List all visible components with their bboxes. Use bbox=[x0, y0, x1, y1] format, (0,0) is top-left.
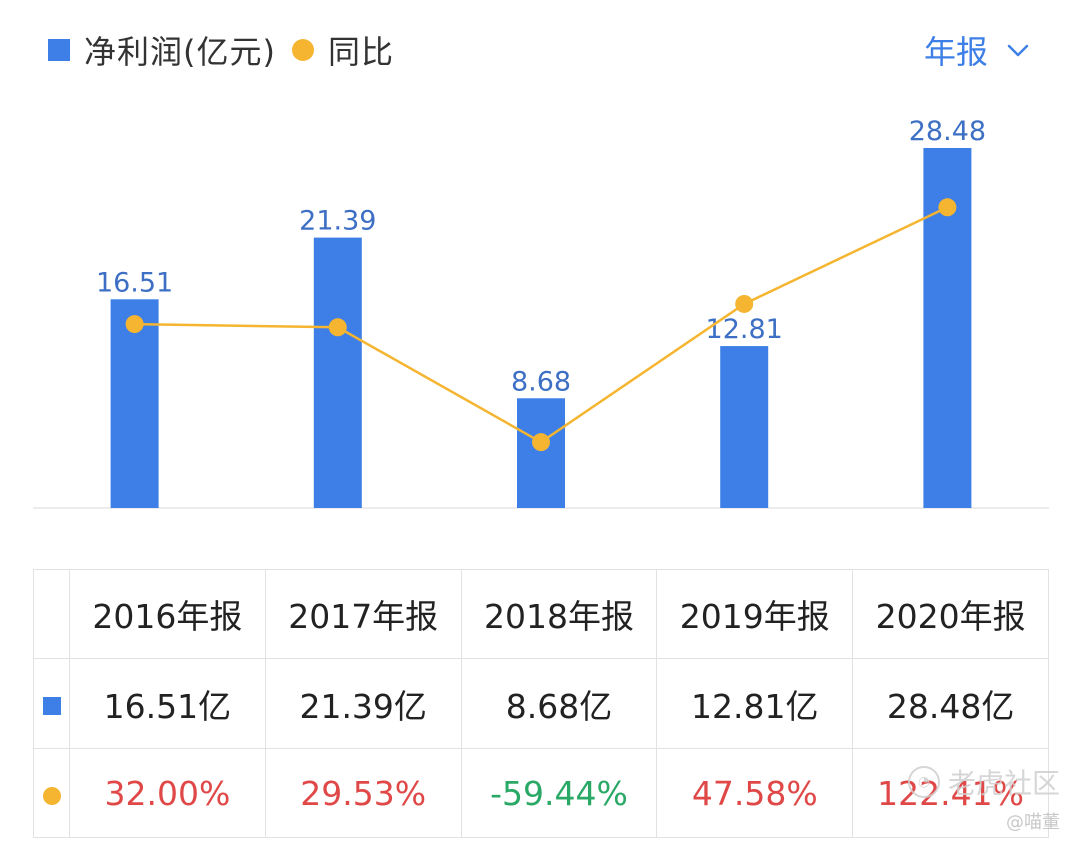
profit-cell: 28.48亿 bbox=[852, 658, 1049, 749]
profit-cell: 21.39亿 bbox=[264, 658, 462, 749]
bar bbox=[110, 299, 159, 508]
bar-data-label: 28.48 bbox=[909, 116, 986, 147]
line-legend-marker bbox=[291, 39, 314, 61]
bar bbox=[313, 237, 362, 508]
table-header-cell: 2020年报 bbox=[852, 569, 1049, 659]
growth-cell: -59.44% bbox=[460, 748, 658, 838]
growth-row-marker-cell bbox=[33, 748, 70, 838]
bar-data-label: 8.68 bbox=[511, 366, 571, 397]
bar-data-label: 21.39 bbox=[299, 206, 376, 237]
chevron-down-icon bbox=[1007, 44, 1029, 57]
yoy-point bbox=[125, 315, 144, 334]
table-header-cell: 2016年报 bbox=[69, 569, 266, 659]
dot-marker-icon bbox=[42, 786, 61, 805]
table-row-growth: 32.00% 29.53% -59.44% 47.58% 122.41% bbox=[33, 748, 1049, 838]
watermark-logo-icon: ◔ bbox=[907, 766, 940, 798]
table-header-cell: 2017年报 bbox=[264, 569, 462, 659]
period-selector-label: 年报 bbox=[923, 33, 988, 71]
bar bbox=[517, 398, 565, 508]
watermark-user: @喵董 bbox=[1006, 812, 1060, 833]
table-header-row: 2016年报 2017年报 2018年报 2019年报 2020年报 bbox=[33, 569, 1049, 659]
bar-data-label: 16.51 bbox=[96, 267, 173, 298]
table-header-cell: 2019年报 bbox=[656, 569, 854, 659]
yoy-point bbox=[735, 294, 754, 313]
yoy-point bbox=[532, 433, 550, 452]
profit-cell: 12.81亿 bbox=[656, 658, 854, 749]
bar-marker-icon bbox=[42, 697, 61, 715]
bar-data-label: 12.81 bbox=[706, 314, 783, 345]
watermark: ◔ 老虎社区 bbox=[907, 762, 1060, 802]
table-row-profit: 16.51亿 21.39亿 8.68亿 12.81亿 28.48亿 bbox=[33, 658, 1049, 749]
table-corner-cell bbox=[33, 569, 70, 659]
growth-cell: 47.58% bbox=[656, 748, 854, 838]
growth-cell: 32.00% bbox=[69, 748, 266, 838]
chart-legend: 净利润(亿元) 同比 bbox=[48, 28, 394, 72]
bar bbox=[720, 346, 769, 508]
growth-cell: 29.53% bbox=[264, 748, 462, 838]
watermark-text: 老虎社区 bbox=[947, 767, 1060, 800]
period-selector[interactable]: 年报 bbox=[924, 28, 1030, 72]
yoy-point bbox=[938, 198, 957, 217]
table-header-cell: 2018年报 bbox=[460, 569, 658, 659]
net-profit-chart: 16.51 21.39 8.68 12.81 28.48 bbox=[33, 116, 1049, 509]
profit-cell: 8.68亿 bbox=[460, 658, 658, 749]
growth-cell: 122.41% bbox=[852, 748, 1049, 838]
bar-legend-marker bbox=[48, 39, 70, 61]
line-legend-label: 同比 bbox=[327, 33, 394, 71]
bar-legend-label: 净利润(亿元) bbox=[84, 33, 276, 71]
profit-cell: 16.51亿 bbox=[69, 658, 266, 749]
profit-row-marker-cell bbox=[33, 658, 70, 749]
yoy-point bbox=[328, 318, 347, 337]
data-table: 2016年报 2017年报 2018年报 2019年报 2020年报 16.51… bbox=[33, 569, 1049, 838]
